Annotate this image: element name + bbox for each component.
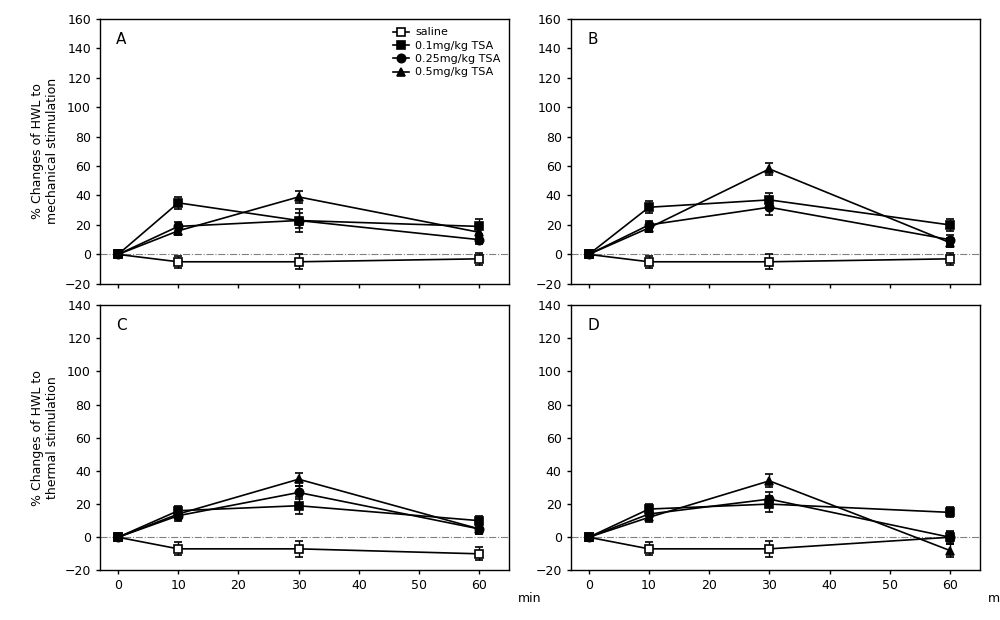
Text: C: C [116, 319, 127, 334]
Y-axis label: % Changes of HWL to
mechanical stimulation: % Changes of HWL to mechanical stimulati… [31, 78, 59, 224]
Text: B: B [587, 32, 598, 47]
Text: min: min [517, 591, 541, 604]
Y-axis label: % Changes of HWL to
thermal stimulation: % Changes of HWL to thermal stimulation [31, 370, 59, 506]
Text: D: D [587, 319, 599, 334]
Text: min: min [988, 591, 1000, 604]
Text: A: A [116, 32, 127, 47]
Legend: saline, 0.1mg/kg TSA, 0.25mg/kg TSA, 0.5mg/kg TSA: saline, 0.1mg/kg TSA, 0.25mg/kg TSA, 0.5… [389, 24, 504, 81]
